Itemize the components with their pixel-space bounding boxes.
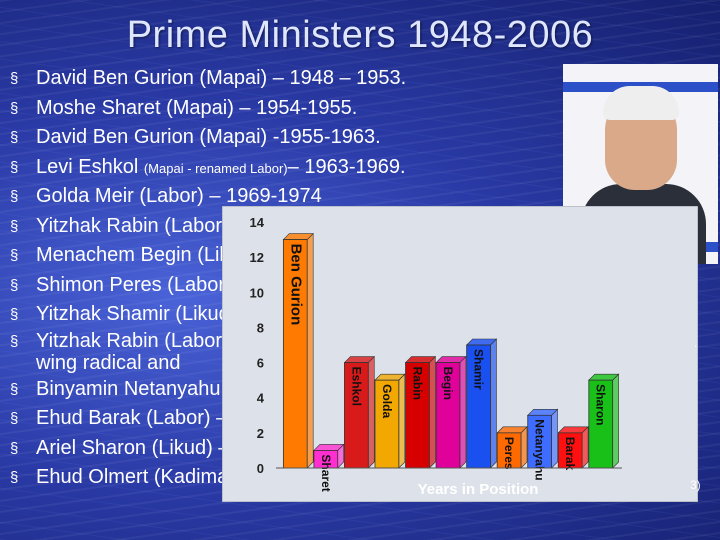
bar-category-label: Barak bbox=[563, 437, 577, 471]
bar-category-label: Sharet bbox=[319, 454, 333, 491]
bar-side bbox=[581, 426, 589, 469]
bar-side bbox=[490, 338, 497, 469]
bullet-text: Golda Meir (Labor) – 1969-1974 bbox=[36, 185, 322, 207]
bullet-marker-icon: § bbox=[10, 70, 19, 87]
bar-side bbox=[398, 373, 406, 469]
bar-side bbox=[551, 408, 558, 469]
chart-container: 0 2 4 6 8 10 12 14 Years in Position Ben Gurion Sh… bbox=[221, 205, 699, 503]
bar-category-label: Sharon bbox=[594, 384, 608, 425]
bar-side bbox=[520, 426, 528, 469]
bar-side bbox=[429, 355, 436, 469]
bullet-item: § Levi Eshkol (Mapai - renamed Labor)– 19… bbox=[8, 153, 708, 183]
bullet-marker-icon: § bbox=[10, 247, 19, 264]
bullet-marker-icon: § bbox=[10, 188, 19, 205]
bullet-marker-icon: § bbox=[10, 276, 19, 294]
bar-category-label: Rabin bbox=[410, 367, 424, 400]
bar-side bbox=[306, 232, 314, 469]
bullet-marker-icon: § bbox=[10, 306, 19, 323]
bar-category-label: Peres bbox=[502, 437, 516, 470]
bullet-text: David Ben Gurion (Mapai) – 1948 – 1953. bbox=[36, 67, 407, 89]
bullet-item: § Moshe Sharet (Mapai) – 1954-1955. bbox=[8, 94, 708, 124]
bullet-item: § David Ben Gurion (Mapai) – 1948 – 1953. bbox=[8, 64, 708, 94]
bullet-small-text: (Mapai - renamed Labor) bbox=[143, 160, 288, 176]
y-tick-label: 12 bbox=[250, 250, 264, 265]
text-fragment: 3) bbox=[690, 478, 701, 492]
bullet-marker-icon: § bbox=[10, 217, 19, 235]
bullet-marker-icon: § bbox=[10, 439, 19, 457]
bullet-continuation: wing radical and bbox=[36, 351, 181, 374]
text-fragment: . bbox=[694, 336, 698, 350]
bar-category-label: Begin bbox=[441, 367, 455, 400]
y-tick-label: 8 bbox=[257, 320, 264, 335]
slide-title: Prime Ministers 1948-2006 bbox=[126, 14, 594, 56]
bullet-text: Levi Eshkol bbox=[36, 155, 144, 178]
bar-side bbox=[367, 355, 375, 469]
bullet-text-after: – 1963-1969. bbox=[287, 155, 406, 178]
y-tick-label: 2 bbox=[257, 426, 264, 441]
bullet-item: § David Ben Gurion (Mapai) -1955-1963. bbox=[8, 123, 708, 153]
bullet-marker-icon: § bbox=[10, 129, 19, 146]
bar-category-label: Netanyahu bbox=[533, 419, 547, 480]
y-tick-label: 14 bbox=[250, 215, 265, 230]
bar-category-label: Shamir bbox=[472, 349, 486, 390]
bar-category-label: Ben Gurion bbox=[287, 244, 304, 326]
y-tick-label: 0 bbox=[257, 461, 264, 476]
bullet-marker-icon: § bbox=[10, 158, 19, 176]
bar-side bbox=[612, 373, 619, 469]
y-tick-label: 10 bbox=[250, 285, 264, 300]
bar-chart: 0 2 4 6 8 10 12 14 Years in Position Ben Gurion Sh… bbox=[221, 205, 699, 503]
bar-category-label: Golda bbox=[380, 384, 394, 418]
bullet-text: David Ben Gurion (Mapai) -1955-1963. bbox=[36, 126, 381, 148]
y-tick-label: 4 bbox=[257, 391, 265, 406]
bar-category-label: Eshkol bbox=[349, 367, 363, 406]
bullet-text: Moshe Sharet (Mapai) – 1954-1955. bbox=[36, 96, 358, 119]
bullet-marker-icon: § bbox=[10, 410, 19, 427]
bullet-item: § Golda Meir (Labor) – 1969-1974 bbox=[8, 182, 708, 212]
y-tick-label: 6 bbox=[257, 356, 264, 371]
bullet-marker-icon: § bbox=[10, 380, 19, 398]
bullet-marker-icon: § bbox=[10, 469, 19, 486]
bar-side bbox=[459, 355, 467, 469]
bullet-marker-icon: § bbox=[10, 99, 19, 117]
x-axis-label: Years in Position bbox=[418, 481, 539, 498]
bullet-marker-icon: § bbox=[10, 332, 19, 350]
portrait-hair bbox=[603, 86, 679, 120]
